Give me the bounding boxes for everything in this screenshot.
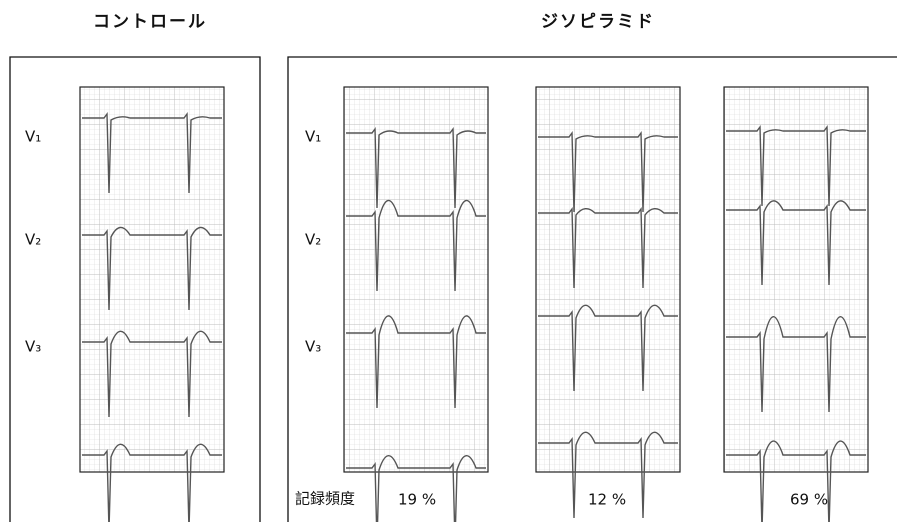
control-title: コントロール — [93, 12, 207, 32]
ecg-strip — [536, 87, 680, 472]
ecg-strip — [724, 87, 868, 472]
lead-label: V₂ — [305, 231, 321, 249]
ecg-strips — [80, 87, 868, 522]
lead-label: V₃ — [25, 338, 41, 356]
frequency-value: 19 % — [398, 491, 436, 509]
figure: コントロール ジソピラミド V₁ V₂ V₃ V₁ V₂ V₃ 記録頻度 19 … — [0, 0, 897, 522]
frequency-label: 記録頻度 — [295, 490, 355, 508]
lead-label: V₃ — [305, 338, 321, 356]
frequency-value: 69 % — [790, 491, 828, 509]
ecg-strip — [344, 87, 488, 472]
drug-title: ジソピラミド — [541, 12, 655, 32]
lead-label: V₁ — [25, 128, 41, 146]
lead-label: V₂ — [25, 231, 41, 249]
frequency-value: 12 % — [588, 491, 626, 509]
ecg-strip — [80, 87, 224, 472]
lead-label: V₁ — [305, 128, 321, 146]
